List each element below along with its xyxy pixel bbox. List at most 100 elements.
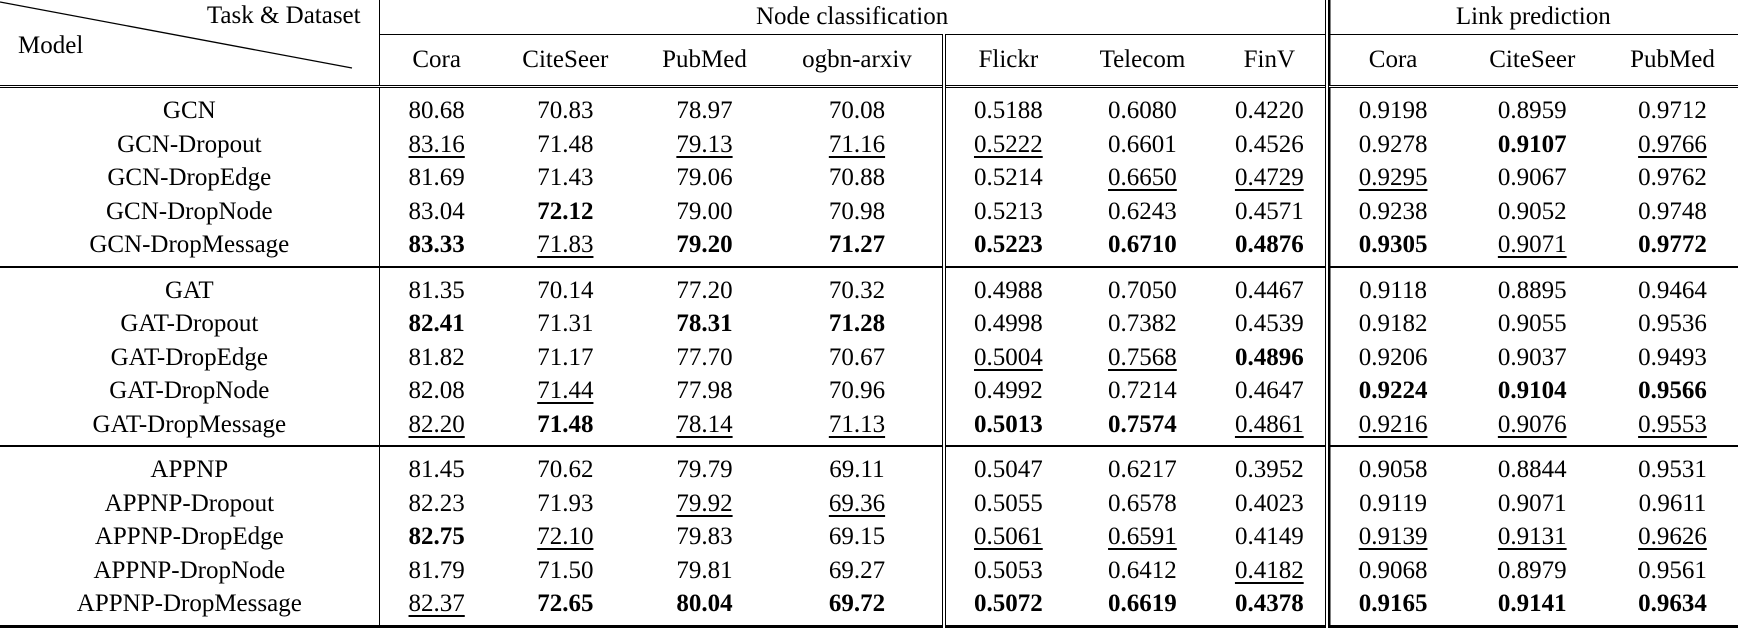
table-cell: 70.08 <box>772 87 944 128</box>
second-best-value-cell: 0.9139 <box>1358 523 1428 550</box>
model-name: GAT <box>165 276 214 304</box>
table-cell: 0.9131 <box>1458 520 1607 554</box>
value-cell: 0.9058 <box>1358 456 1428 483</box>
table-cell: 0.5061 <box>941 520 1071 554</box>
table-cell: 0.9634 <box>1606 587 1738 628</box>
table-cell: 71.83 <box>493 228 637 268</box>
value-cell: 79.06 <box>676 164 733 191</box>
table-cell: 0.9071 <box>1458 487 1607 521</box>
value-cell: 70.08 <box>828 97 886 124</box>
model-name: GCN-DropMessage <box>0 228 380 268</box>
table-row: APPNP-Dropout 82.23 71.93 79.92 69.36 0.5055 0… <box>0 486 1738 521</box>
table-cell: 0.4378 <box>1214 587 1327 628</box>
second-best-value-cell: 82.20 <box>408 410 465 438</box>
table-cell: 70.32 <box>772 267 944 308</box>
table-cell: 0.4220 <box>1214 87 1327 128</box>
second-best-value-cell: 0.4182 <box>1234 556 1304 584</box>
table-cell: 0.8979 <box>1458 554 1607 588</box>
table-cell: 70.88 <box>772 161 944 195</box>
table-cell: 0.5214 <box>941 161 1071 195</box>
table-cell: 0.9762 <box>1607 161 1738 195</box>
model-name: GAT-DropNode <box>109 377 270 404</box>
second-best-value-cell: 83.16 <box>408 130 465 158</box>
table-cell: 0.9119 <box>1324 486 1458 520</box>
table-cell: 0.4467 <box>1214 267 1327 308</box>
second-best-value-cell: 79.13 <box>676 130 733 158</box>
table-cell: 0.9067 <box>1458 161 1607 195</box>
value-cell: 0.9493 <box>1638 343 1707 371</box>
best-value-cell: 0.6619 <box>1108 590 1177 617</box>
best-value-cell: 0.9104 <box>1497 377 1567 404</box>
table-cell: 0.4182 <box>1214 554 1327 588</box>
column-header-ogbn-arxiv: ogbn-arxiv <box>772 34 944 88</box>
value-cell: 0.9464 <box>1638 276 1707 304</box>
value-cell: 0.7214 <box>1108 377 1177 404</box>
table-cell: 0.5055 <box>941 486 1071 520</box>
second-best-value-cell: 0.5222 <box>973 130 1043 158</box>
value-cell: 0.9531 <box>1638 456 1707 483</box>
table-cell: 0.9553 <box>1606 407 1738 447</box>
header-row-groups: Task & Dataset Model Node classification… <box>0 0 1738 88</box>
second-best-value-cell: 0.9766 <box>1638 130 1707 158</box>
value-cell: 77.98 <box>676 377 733 404</box>
value-cell: 0.6601 <box>1108 130 1177 158</box>
table-cell: 0.4876 <box>1214 228 1327 268</box>
value-cell: 69.27 <box>828 556 886 584</box>
value-cell: 0.5214 <box>973 164 1043 191</box>
table-cell: 71.44 <box>494 374 637 408</box>
table-cell: 71.27 <box>772 228 944 268</box>
best-value-cell: 0.5072 <box>973 590 1043 617</box>
table-cell: 82.08 <box>378 374 494 408</box>
value-cell: 0.9561 <box>1638 556 1707 584</box>
column-header-cora: Cora <box>378 34 494 88</box>
value-cell: 0.4149 <box>1234 523 1304 550</box>
value-cell: 0.9037 <box>1497 343 1567 371</box>
best-value-cell: 0.9165 <box>1358 590 1428 617</box>
table-cell: 0.4992 <box>941 374 1071 408</box>
second-best-value-cell: 71.13 <box>828 410 886 438</box>
value-cell: 78.97 <box>676 97 733 124</box>
best-value-cell: 71.48 <box>537 410 594 438</box>
value-cell: 0.4526 <box>1234 130 1304 158</box>
table-cell: 0.9224 <box>1324 374 1458 408</box>
value-cell: 0.5213 <box>973 197 1043 225</box>
table-cell: 0.5053 <box>941 553 1071 587</box>
best-value-cell: 72.65 <box>537 590 594 617</box>
value-cell: 77.70 <box>676 343 733 371</box>
value-cell: 77.20 <box>676 276 733 304</box>
value-cell: 71.50 <box>537 556 594 584</box>
value-cell: 79.00 <box>676 197 733 225</box>
second-best-value-cell: 71.16 <box>828 130 886 158</box>
value-cell: 81.45 <box>408 456 465 483</box>
second-best-value-cell: 0.9216 <box>1358 410 1428 438</box>
second-best-value-cell: 0.7568 <box>1108 343 1177 371</box>
table-row: GCN-DropMessage 83.33 71.83 79.20 71.27 0.522… <box>0 228 1738 268</box>
value-cell: 0.9712 <box>1638 97 1707 124</box>
best-value-cell: 0.5223 <box>973 231 1043 258</box>
second-best-value-cell: 78.14 <box>676 410 733 438</box>
value-cell: 0.6080 <box>1108 97 1177 124</box>
table-cell: 0.9107 <box>1458 128 1607 162</box>
table-cell: 71.43 <box>494 161 637 195</box>
value-cell: 82.23 <box>408 489 465 517</box>
value-cell: 80.68 <box>408 97 465 124</box>
table-cell: 0.6650 <box>1071 161 1214 195</box>
table-cell: 71.31 <box>494 307 637 341</box>
best-value-cell: 83.33 <box>408 231 465 258</box>
value-cell: 0.5053 <box>973 556 1043 584</box>
table-cell: 0.9206 <box>1324 340 1458 374</box>
table-cell: 72.10 <box>494 520 637 554</box>
table-cell: 79.00 <box>637 195 772 229</box>
second-best-value-cell: 0.4861 <box>1234 410 1304 438</box>
best-value-cell: 0.9305 <box>1358 231 1428 258</box>
table-cell: 0.9626 <box>1607 520 1738 554</box>
value-cell: 70.32 <box>828 276 886 304</box>
table-cell: 0.4896 <box>1214 341 1327 375</box>
table-cell: 0.9531 <box>1607 446 1738 487</box>
column-header-flickr: Flickr <box>941 34 1071 88</box>
table-cell: 80.04 <box>636 587 773 628</box>
table-cell: 0.9076 <box>1457 407 1607 447</box>
value-cell: 0.4988 <box>973 276 1043 304</box>
table-cell: 70.62 <box>494 446 637 487</box>
column-header-telecom: Telecom <box>1070 34 1215 88</box>
